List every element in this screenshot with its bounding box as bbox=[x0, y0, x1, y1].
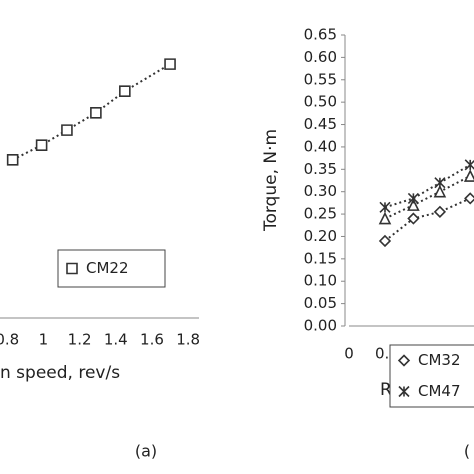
legend-label: CM22 bbox=[86, 259, 129, 277]
marker bbox=[407, 192, 419, 204]
marker bbox=[407, 212, 420, 225]
y-tick-label: 0.30 bbox=[304, 182, 337, 200]
legend-marker bbox=[398, 385, 410, 398]
y-tick-label: 0.40 bbox=[304, 137, 337, 155]
legend-marker bbox=[397, 354, 411, 367]
marker bbox=[434, 177, 446, 189]
y-tick-label: 0.65 bbox=[304, 26, 337, 44]
marker bbox=[379, 201, 391, 213]
marker bbox=[6, 154, 19, 166]
marker bbox=[61, 124, 73, 136]
legend-marker bbox=[66, 262, 78, 275]
marker bbox=[433, 184, 447, 198]
x-tick-label: 1.4 bbox=[104, 331, 128, 349]
y-tick-label: 0.05 bbox=[304, 294, 337, 312]
caption: (a) bbox=[135, 442, 157, 461]
trend-line bbox=[12, 63, 171, 161]
y-tick-label: 0.25 bbox=[304, 205, 337, 223]
x-tick-label: 1 bbox=[39, 331, 49, 349]
legend-label: CM47 bbox=[418, 382, 461, 400]
marker bbox=[378, 211, 392, 225]
marker bbox=[463, 169, 474, 182]
y-tick-label: 0.00 bbox=[304, 317, 337, 335]
y-axis-label: Torque, N·m bbox=[261, 129, 281, 232]
y-tick-label: 0.55 bbox=[304, 70, 337, 88]
x-tick-label: 1.8 bbox=[176, 331, 200, 349]
marker bbox=[433, 205, 447, 218]
y-tick-label: 0.35 bbox=[304, 160, 337, 178]
marker bbox=[407, 198, 420, 211]
y-tick-label: 0.15 bbox=[304, 249, 337, 267]
marker bbox=[90, 107, 102, 119]
y-tick-label: 0.60 bbox=[304, 48, 337, 66]
x-tick-label: 0 bbox=[344, 345, 354, 363]
marker bbox=[119, 85, 131, 97]
legend-label: CM32 bbox=[418, 351, 461, 369]
marker bbox=[378, 234, 392, 248]
y-tick-label: 0.10 bbox=[304, 272, 337, 290]
trend-line bbox=[384, 163, 471, 209]
x-axis-label: n speed, rev/s bbox=[0, 363, 120, 383]
x-tick-label: 1.6 bbox=[140, 331, 164, 349]
marker bbox=[464, 159, 474, 171]
x-tick-label: 1.2 bbox=[68, 331, 92, 349]
caption: ( bbox=[464, 442, 470, 461]
y-tick-label: 0.20 bbox=[304, 227, 337, 245]
trend-line bbox=[384, 197, 471, 242]
trend-line bbox=[384, 175, 471, 220]
x-tick-label: 0.8 bbox=[0, 331, 19, 349]
y-tick-label: 0.50 bbox=[304, 93, 337, 111]
marker bbox=[164, 58, 176, 70]
marker bbox=[35, 139, 48, 151]
marker bbox=[464, 192, 474, 205]
y-tick-label: 0.45 bbox=[304, 115, 337, 133]
